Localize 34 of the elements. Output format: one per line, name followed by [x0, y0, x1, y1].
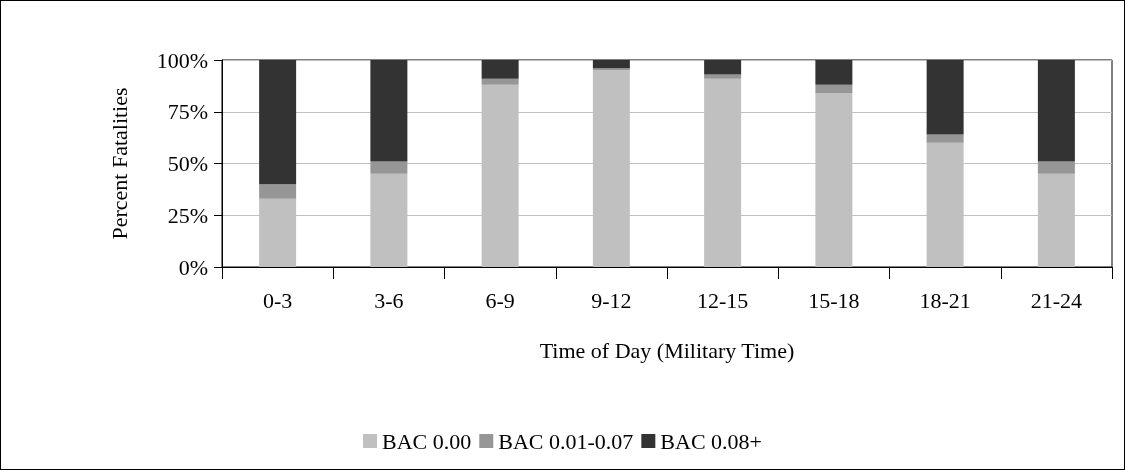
y-tick-label: 50% — [167, 151, 208, 176]
x-tick-label: 12-15 — [696, 287, 749, 313]
bar — [481, 60, 519, 79]
y-tick-label: 100% — [156, 47, 208, 73]
legend-label: BAC 0.08+ — [660, 428, 762, 454]
bar — [592, 68, 630, 71]
x-tick-label: 9-12 — [591, 287, 632, 313]
x-tick-label: 6-9 — [485, 287, 515, 313]
bar — [704, 60, 742, 75]
legend-label: BAC 0.01-0.07 — [498, 428, 634, 454]
bar — [370, 161, 408, 174]
bar — [1037, 60, 1075, 162]
x-tick-label: 3-6 — [374, 287, 404, 313]
y-tick-label: 0% — [178, 254, 208, 280]
y-axis-title: Percent Fatalities — [106, 87, 132, 240]
bar — [259, 60, 297, 185]
legend-label: BAC 0.00 — [382, 428, 472, 454]
bar — [1037, 161, 1075, 174]
x-tick-label: 18-21 — [919, 287, 971, 313]
x-tick-label: 15-18 — [808, 287, 860, 313]
bar — [704, 74, 742, 79]
bar — [815, 60, 853, 85]
y-tick-label: 75% — [167, 99, 208, 125]
bar — [926, 60, 964, 135]
bar — [815, 84, 853, 94]
bar — [259, 184, 297, 199]
bar — [481, 78, 519, 85]
x-tick-label: 21-24 — [1030, 287, 1083, 313]
bar — [926, 134, 964, 143]
bar — [592, 60, 630, 69]
bar — [370, 60, 408, 162]
x-axis-title: Time of Day (Military Time) — [539, 337, 795, 363]
y-tick-label: 25% — [167, 202, 208, 228]
x-tick-label: 0-3 — [262, 287, 293, 313]
